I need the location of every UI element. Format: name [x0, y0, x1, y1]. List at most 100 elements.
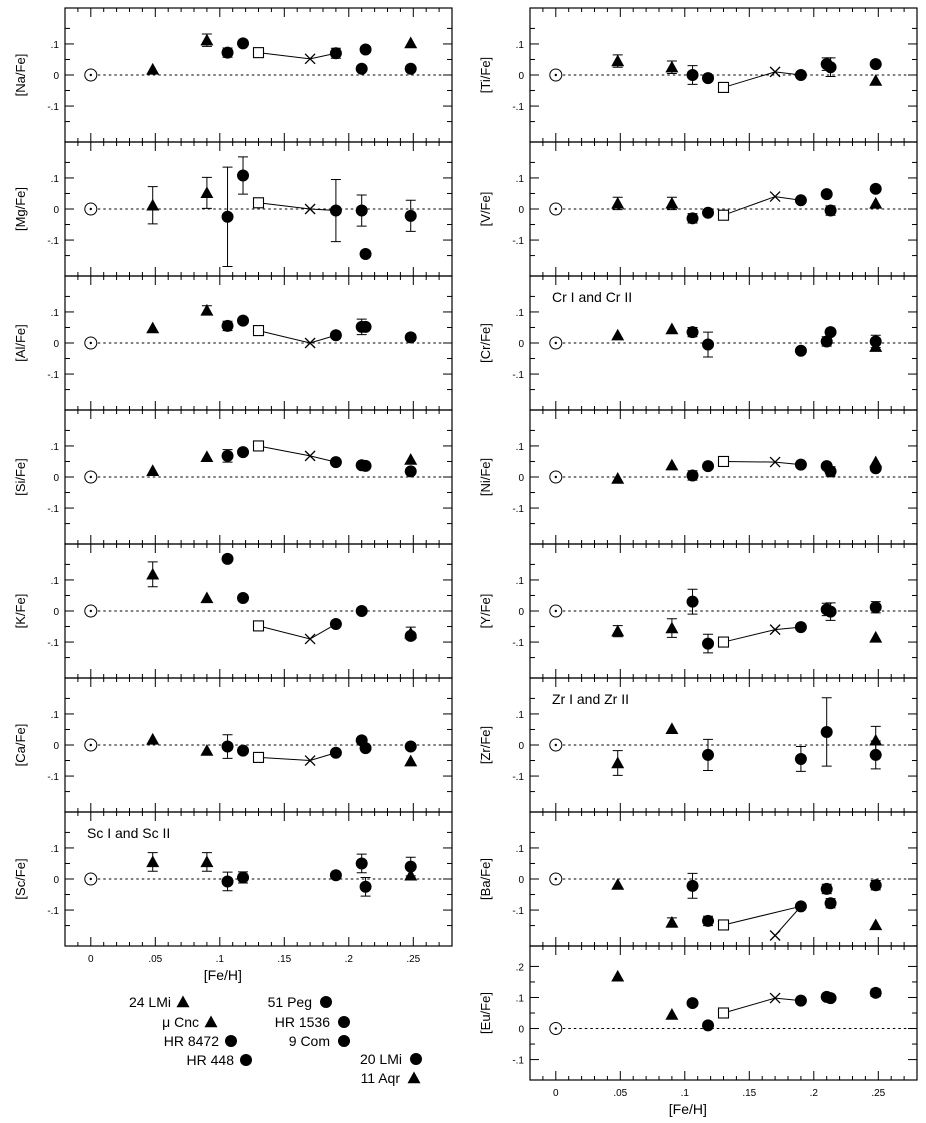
model-cross-marker	[769, 66, 781, 78]
y-tick-label: .1	[51, 710, 60, 721]
y-axis-label: [Ti/Fe]	[478, 57, 493, 93]
data-point-circle	[686, 997, 699, 1010]
model-cross-marker	[769, 624, 781, 636]
data-point-triangle	[404, 868, 418, 881]
y-axis-label: [Ca/Fe]	[13, 724, 28, 767]
panel-nafe: -.1 0 .1 [Na/Fe]	[13, 7, 453, 143]
data-point-circle	[237, 314, 250, 327]
data-point-circle	[237, 169, 250, 182]
data-point-circle	[237, 37, 250, 50]
data-point-circle	[702, 460, 715, 473]
y-axis-label: [Cr/Fe]	[478, 323, 493, 363]
x-tick-label: .1	[681, 1088, 690, 1099]
data-point-circle	[404, 465, 417, 478]
legend-marker-circle	[320, 996, 332, 1008]
panel-data	[611, 697, 883, 776]
legend-marker-circle	[338, 1016, 350, 1028]
sun-symbol-dot	[554, 475, 557, 479]
data-point-triangle	[665, 621, 679, 634]
panel-nife: -.1 0 .1 [Ni/Fe]	[478, 409, 918, 545]
y-tick-label: .1	[51, 308, 60, 319]
x-tick-label: .2	[345, 954, 354, 965]
y-axis-label: [Eu/Fe]	[478, 992, 493, 1034]
data-point-circle	[355, 204, 368, 217]
model-cross-marker	[769, 992, 781, 1004]
panel-vfe: -.1 0 .1 [V/Fe]	[478, 141, 918, 277]
data-point-circle	[329, 329, 342, 342]
data-point-circle	[824, 605, 837, 618]
data-point-circle	[820, 188, 833, 201]
y-axis-label: [Al/Fe]	[13, 324, 28, 362]
data-point-circle	[686, 469, 699, 482]
model-cross-marker	[304, 203, 316, 215]
data-point-triangle	[665, 322, 679, 335]
y-tick-label: 0	[53, 473, 59, 484]
model-connector-line	[258, 330, 337, 344]
y-axis-label: [Ni/Fe]	[478, 458, 493, 496]
data-point-circle	[237, 591, 250, 604]
data-point-circle	[359, 248, 372, 261]
data-point-circle	[221, 552, 234, 565]
y-axis-label: [Zr/Fe]	[478, 726, 493, 764]
sun-symbol-dot	[554, 73, 557, 77]
sun-symbol-dot	[89, 743, 93, 747]
y-tick-label: 0	[518, 875, 524, 886]
panel-data	[146, 852, 418, 897]
y-tick-label: .1	[516, 993, 525, 1004]
panel-data	[146, 303, 417, 349]
model-connector-line	[723, 626, 801, 643]
model-square-marker	[252, 197, 265, 209]
x-tick-label: .05	[148, 954, 162, 965]
data-point-circle	[702, 338, 715, 351]
y-tick-label: 0	[518, 1025, 524, 1036]
data-point-triangle	[404, 453, 418, 465]
sun-symbol-dot	[89, 877, 93, 881]
data-point-triangle	[200, 450, 214, 463]
data-point-circle	[237, 744, 250, 757]
data-point-circle	[686, 326, 699, 339]
legend-marker-triangle	[176, 995, 190, 1008]
y-tick-label: 0	[518, 473, 524, 484]
model-square-marker	[717, 81, 730, 93]
data-point-triangle	[611, 756, 625, 769]
y-tick-label: -.1	[512, 1056, 524, 1067]
data-point-triangle	[200, 855, 214, 868]
data-point-circle	[686, 595, 699, 608]
panel-crfe: -.1 0 .1 [Cr/Fe] Cr I and Cr II	[478, 275, 918, 411]
sun-symbol-dot	[89, 475, 93, 479]
y-tick-label: .1	[516, 174, 525, 185]
y-tick-label: 0	[518, 339, 524, 350]
data-point-triangle	[200, 744, 214, 756]
panels: -.10.1[Na/Fe] -.1 0 .1 [Mg/Fe] -.1 0 .1 [Al/Fe] -…	[13, 7, 918, 1117]
model-cross-marker	[304, 53, 316, 65]
panel-zrfe: -.1 0 .1 [Zr/Fe] Zr I and Zr II	[478, 677, 918, 813]
data-point-circle	[237, 446, 250, 459]
data-point-circle	[702, 72, 715, 85]
y-tick-label: -.1	[512, 504, 524, 515]
data-point-circle	[404, 62, 417, 75]
model-square-marker	[252, 620, 265, 632]
model-cross-marker	[304, 450, 316, 462]
y-axis-label: [Mg/Fe]	[13, 187, 28, 231]
panel-data	[611, 455, 883, 484]
panel-data	[611, 54, 883, 93]
data-point-circle	[820, 335, 833, 348]
x-tick-label: .25	[406, 954, 420, 965]
sun-symbol-dot	[89, 609, 93, 613]
model-square-marker	[717, 919, 730, 931]
data-point-circle	[820, 725, 833, 738]
data-point-circle	[359, 43, 372, 56]
data-point-circle	[221, 210, 234, 223]
x-axis-label: [Fe/H]	[204, 967, 242, 983]
panel-data	[611, 182, 883, 225]
panel-scfe: -.1 0 .1 [Sc/Fe] Sc I and Sc II 0 .05 .1 .15 .2 .2…	[13, 811, 453, 983]
x-tick-label: .15	[742, 1088, 756, 1099]
x-tick-label: .15	[277, 954, 291, 965]
y-tick-label: .1	[516, 576, 525, 587]
y-tick-label: 0	[518, 607, 524, 618]
legend-marker-triangle	[407, 1071, 421, 1084]
legend-label: 11 Aqr	[361, 1070, 401, 1086]
panel-tife: -.1 0 .1 [Ti/Fe]	[478, 7, 918, 143]
legend-marker-circle	[338, 1035, 350, 1047]
